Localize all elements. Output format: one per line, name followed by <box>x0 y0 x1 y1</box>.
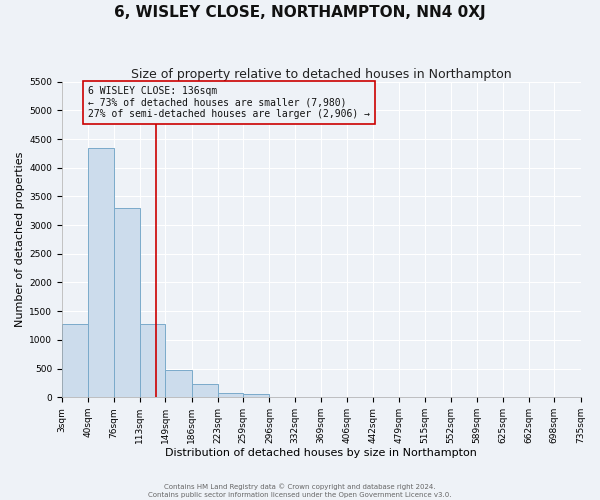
Text: Contains HM Land Registry data © Crown copyright and database right 2024.
Contai: Contains HM Land Registry data © Crown c… <box>148 484 452 498</box>
Bar <box>113 208 140 397</box>
Title: Size of property relative to detached houses in Northampton: Size of property relative to detached ho… <box>131 68 512 80</box>
Bar <box>140 324 166 397</box>
Bar <box>62 324 88 397</box>
Bar <box>88 148 113 397</box>
Bar <box>218 393 243 397</box>
Bar <box>191 384 218 397</box>
Bar <box>243 394 269 397</box>
Y-axis label: Number of detached properties: Number of detached properties <box>15 152 25 327</box>
X-axis label: Distribution of detached houses by size in Northampton: Distribution of detached houses by size … <box>165 448 477 458</box>
Bar <box>166 370 191 397</box>
Text: 6, WISLEY CLOSE, NORTHAMPTON, NN4 0XJ: 6, WISLEY CLOSE, NORTHAMPTON, NN4 0XJ <box>114 5 486 20</box>
Text: 6 WISLEY CLOSE: 136sqm
← 73% of detached houses are smaller (7,980)
27% of semi-: 6 WISLEY CLOSE: 136sqm ← 73% of detached… <box>88 86 370 120</box>
